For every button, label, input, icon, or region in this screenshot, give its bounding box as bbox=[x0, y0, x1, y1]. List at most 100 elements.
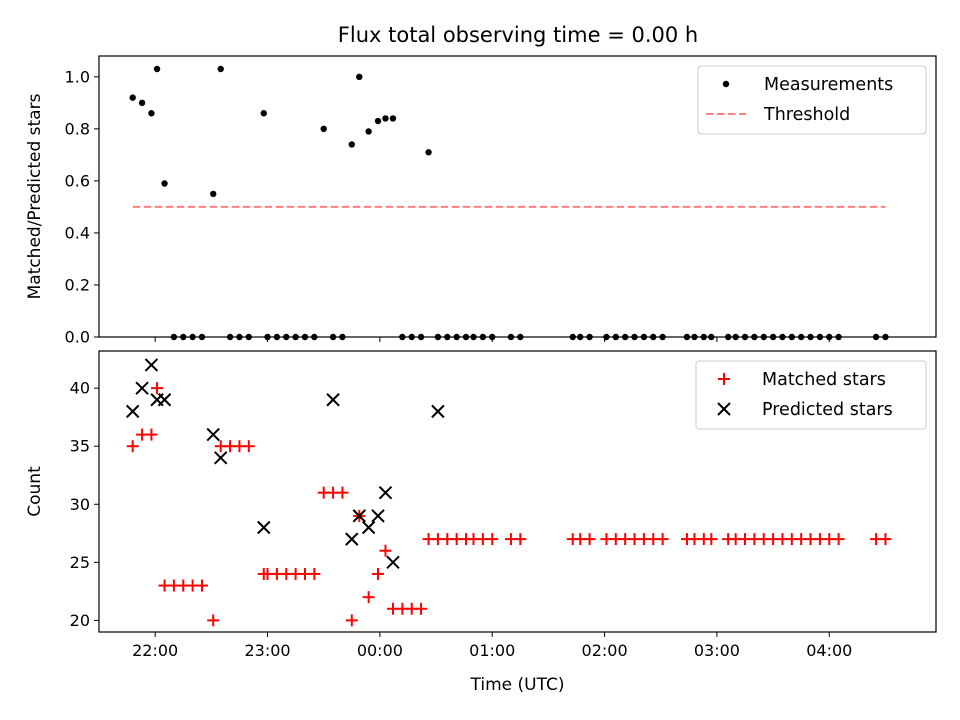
matched-star-point bbox=[656, 533, 669, 546]
y-tick-label: 0.8 bbox=[65, 119, 90, 138]
matched-star-point bbox=[486, 533, 499, 546]
measurement-point bbox=[217, 65, 224, 73]
predicted-star-point bbox=[157, 393, 172, 407]
matched-star-point bbox=[145, 428, 158, 441]
legend: Matched stars Predicted stars bbox=[695, 360, 927, 430]
legend-box bbox=[695, 360, 927, 430]
predicted-star-point bbox=[144, 358, 159, 372]
legend-label: Predicted stars bbox=[762, 400, 893, 420]
matched-star-point bbox=[372, 567, 384, 580]
measurement-point bbox=[348, 141, 355, 148]
y-tick-label: 0.4 bbox=[65, 223, 90, 242]
y-axis-label: Matched/Predicted stars bbox=[25, 93, 45, 299]
plot-frame bbox=[98, 55, 937, 338]
matched-star-point bbox=[379, 544, 392, 557]
x-b bbox=[386, 555, 400, 570]
y-tick-label: 20 bbox=[70, 611, 90, 630]
measurement-point bbox=[356, 73, 363, 81]
predicted-star-point bbox=[326, 393, 340, 407]
x-b bbox=[378, 485, 393, 500]
measurement-point bbox=[320, 125, 327, 133]
y-tick-label: 25 bbox=[70, 553, 90, 572]
legend-marker-measurements bbox=[722, 80, 730, 88]
x-b bbox=[257, 520, 271, 535]
x-b bbox=[431, 404, 445, 419]
measurement-point bbox=[129, 94, 136, 101]
matched-star-point bbox=[308, 567, 321, 580]
matched-star-point bbox=[362, 591, 375, 604]
y-tick-label: 0.6 bbox=[65, 171, 90, 190]
predicted-star-point bbox=[345, 532, 359, 546]
x-tick-label: 03:00 bbox=[694, 641, 740, 660]
legend-label: Threshold bbox=[763, 105, 850, 125]
matched-star-point bbox=[126, 440, 139, 453]
predicted-star-point bbox=[352, 509, 366, 523]
measurement-point bbox=[365, 128, 372, 135]
x-b bbox=[371, 509, 385, 523]
matched-star-point bbox=[583, 533, 596, 546]
measurement-point bbox=[425, 149, 432, 156]
matched-star-point bbox=[345, 614, 358, 627]
plot-area bbox=[125, 358, 892, 627]
predicted-star-point bbox=[431, 404, 445, 419]
matched-star-point bbox=[832, 533, 845, 546]
matched-star-point bbox=[705, 533, 718, 546]
predicted-star-point bbox=[378, 485, 393, 500]
legend-box bbox=[697, 65, 927, 135]
measurement-point bbox=[153, 65, 161, 73]
measurement-point bbox=[374, 117, 382, 125]
predicted-star-point bbox=[361, 520, 376, 535]
x-b bbox=[206, 427, 220, 442]
measurement-point bbox=[138, 99, 146, 107]
measurement-point bbox=[210, 190, 217, 198]
matched-star-point bbox=[195, 579, 208, 592]
y-tick-label: 0.2 bbox=[65, 275, 90, 294]
matched-star-point bbox=[879, 533, 892, 546]
predicted-star-point bbox=[386, 555, 400, 570]
x-b bbox=[144, 358, 159, 372]
y-axis-label: Count bbox=[25, 466, 45, 517]
y-tick-label: 35 bbox=[70, 437, 90, 456]
legend-label: Matched stars bbox=[762, 370, 886, 390]
count-panel: 20 25 30 35 40 22:00 23:00 00:00 01:00 02:00 03:00… bbox=[25, 350, 937, 695]
y-tick-label: 0.0 bbox=[65, 328, 90, 347]
measurement-point bbox=[148, 110, 155, 117]
matched-star-point bbox=[336, 486, 349, 499]
x-b bbox=[345, 532, 359, 546]
predicted-star-point bbox=[371, 509, 385, 523]
matched-star-point bbox=[207, 614, 220, 627]
x-tick-label: 23:00 bbox=[244, 641, 290, 660]
figure-title: Flux total observing time = 0.00 h bbox=[338, 23, 698, 47]
x-b bbox=[214, 451, 228, 465]
legend: Measurements Threshold bbox=[697, 65, 927, 135]
x-b bbox=[157, 393, 172, 407]
matched-star-point bbox=[415, 602, 428, 615]
matched-star-point bbox=[514, 533, 527, 546]
predicted-star-point bbox=[257, 520, 271, 535]
x-b bbox=[135, 381, 149, 395]
x-tick-label: 22:00 bbox=[132, 641, 178, 660]
measurement-point bbox=[161, 180, 168, 187]
x-b bbox=[352, 509, 366, 523]
x-tick-label: 00:00 bbox=[357, 641, 403, 660]
x-b bbox=[361, 520, 376, 535]
measurement-point bbox=[382, 115, 389, 122]
x-tick-label: 01:00 bbox=[469, 641, 515, 660]
predicted-star-point bbox=[125, 404, 140, 419]
legend-label: Measurements bbox=[764, 75, 893, 95]
x-b bbox=[125, 404, 140, 419]
x-b bbox=[326, 393, 340, 407]
y-tick-label: 40 bbox=[70, 379, 90, 398]
plot-frame bbox=[98, 350, 937, 633]
x-tick-label: 02:00 bbox=[582, 641, 628, 660]
legend-marker-predicted-b bbox=[717, 402, 731, 416]
matched-star-point bbox=[151, 382, 164, 395]
predicted-star-point bbox=[214, 451, 228, 465]
measurement-point bbox=[389, 115, 397, 122]
measurement-point bbox=[260, 110, 267, 117]
x-axis-label: Time (UTC) bbox=[470, 675, 565, 695]
predicted-star-point bbox=[135, 381, 149, 395]
predicted-star-point bbox=[206, 427, 220, 442]
ratio-panel: 0.0 0.2 0.4 0.6 0.8 1.0 Matched/Predicted star… bbox=[25, 55, 937, 347]
